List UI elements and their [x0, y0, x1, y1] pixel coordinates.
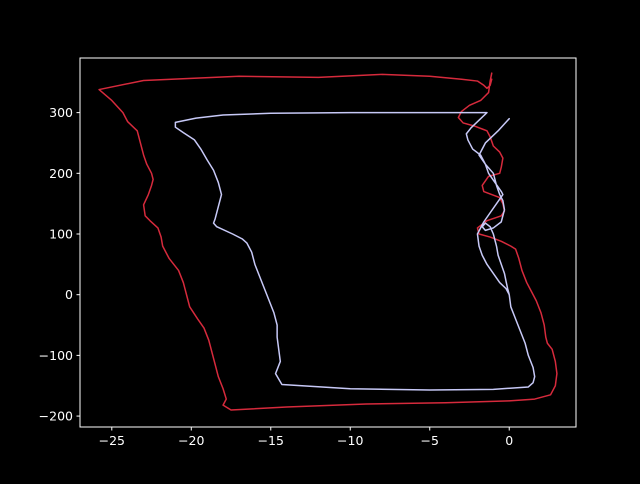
series-line-1: [98, 72, 558, 411]
x-tick-label: 0: [505, 433, 513, 448]
x-tick-label: −20: [178, 433, 204, 448]
x-axis: −25 −20 −15 −10 −5 0: [99, 427, 513, 448]
x-tick-label: −25: [99, 433, 125, 448]
x-tick-label: −15: [258, 433, 284, 448]
y-tick-label: 100: [49, 227, 73, 242]
y-tick-label: 300: [49, 105, 73, 120]
plot-frame: [79, 57, 577, 428]
y-tick-label: 0: [65, 287, 73, 302]
y-tick-label: −200: [39, 409, 73, 424]
series-line-2: [174, 111, 536, 391]
y-tick-label: 200: [49, 166, 73, 181]
x-tick-label: −10: [337, 433, 363, 448]
series-layer: [98, 72, 558, 411]
y-tick-label: −100: [39, 348, 73, 363]
y-axis: −200 −100 0 100 200 300: [39, 105, 80, 424]
x-tick-label: −5: [421, 433, 439, 448]
